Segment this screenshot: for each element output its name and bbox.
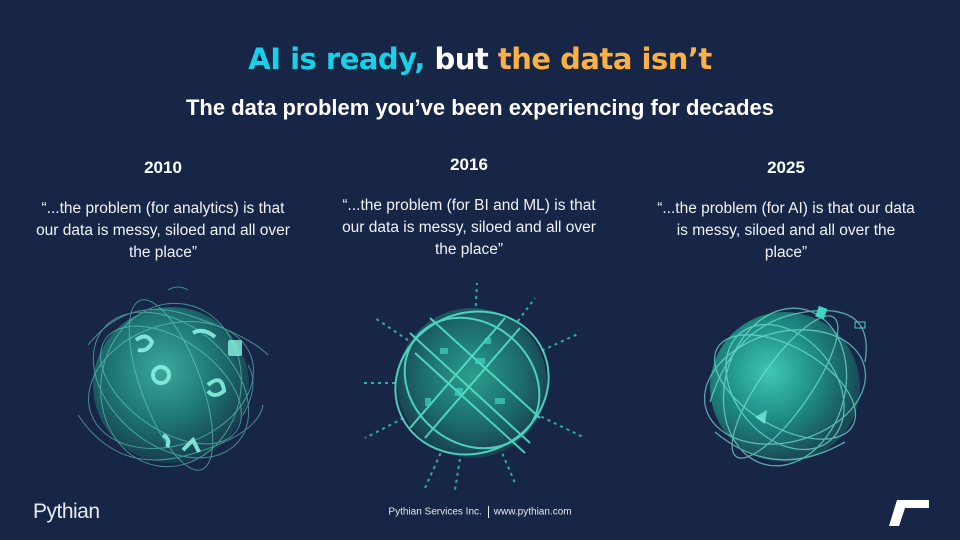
year-label: 2016 (450, 155, 488, 174)
quote-text: “...the problem (for analytics) is that … (36, 200, 290, 261)
title-part-ai-ready: AI is ready, (248, 42, 425, 76)
timeline-column-2010: 2010 “...the problem (for analytics) is … (13, 155, 313, 264)
timeline-column-2016: 2016 “...the problem (for BI and ML) is … (319, 152, 619, 261)
title-part-data-isnt: the data isn’t (497, 42, 712, 76)
quote-text: “...the problem (for AI) is that our dat… (657, 200, 915, 261)
network-data-sphere-icon (703, 305, 867, 467)
page-title: AI is ready, but the data isn’t (0, 42, 960, 76)
circuit-data-sphere-icon (360, 282, 586, 491)
footer-divider (487, 506, 489, 518)
year-label: 2025 (767, 158, 805, 177)
tangled-data-sphere-icon (77, 286, 269, 471)
page-subtitle: The data problem you’ve been experiencin… (185, 95, 775, 120)
title-part-but: but (434, 42, 489, 76)
company-name: Pythian Services Inc. (388, 506, 482, 518)
pythian-logo: Pythian (33, 500, 100, 523)
quote-text: “...the problem (for BI and ML) is that … (342, 197, 596, 258)
website-link[interactable]: www.pythian.com (493, 506, 572, 518)
footer-info: Pythian Services Inc. www.pythian.com (0, 506, 960, 518)
timeline-column-2025: 2025 “...the problem (for AI) is that ou… (636, 155, 936, 264)
pythian-mark-icon (889, 500, 929, 526)
year-label: 2010 (144, 158, 182, 177)
